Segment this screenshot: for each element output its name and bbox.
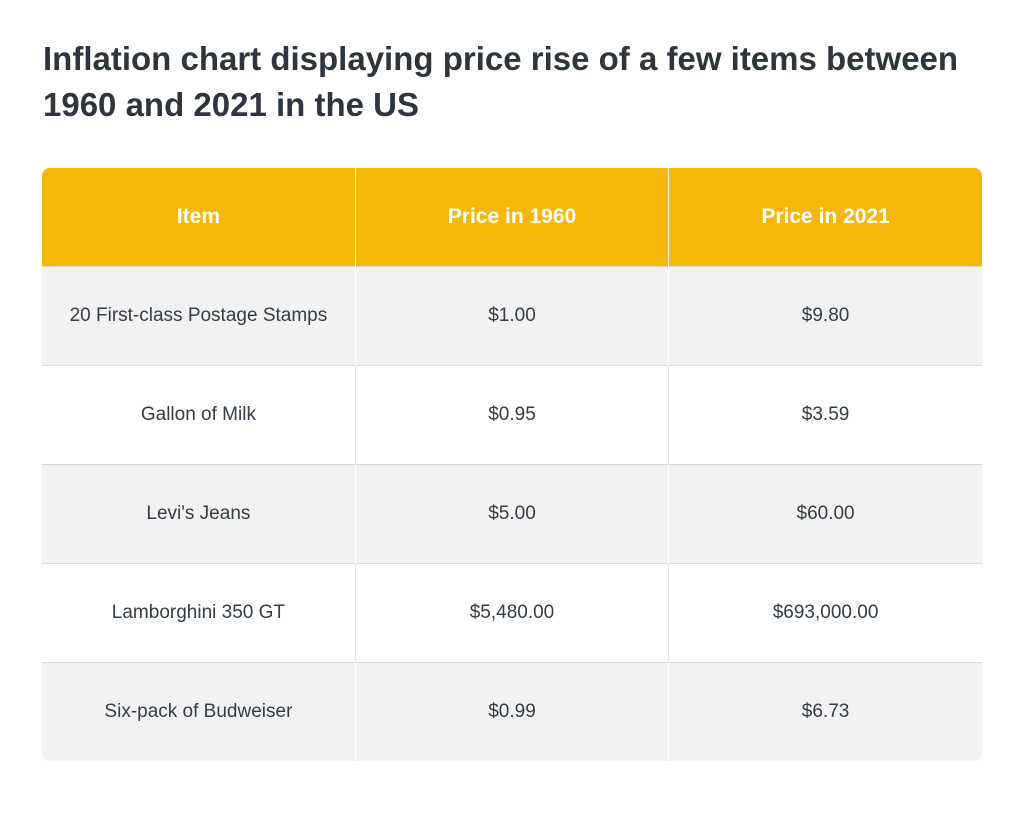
table-row: Six-pack of Budweiser $0.99 $6.73 — [42, 661, 982, 761]
cell-price-1960: $0.99 — [355, 661, 670, 761]
cell-price-2021: $6.73 — [668, 661, 982, 761]
column-header-item: Item — [42, 168, 356, 266]
cell-item: Lamborghini 350 GT — [42, 562, 356, 662]
cell-price-2021: $60.00 — [668, 463, 982, 563]
cell-price-2021: $3.59 — [668, 364, 982, 464]
cell-price-2021: $693,000.00 — [668, 562, 982, 662]
page-title: Inflation chart displaying price rise of… — [43, 40, 959, 123]
cell-item: Gallon of Milk — [42, 364, 356, 464]
table-header: Item Price in 1960 Price in 2021 — [42, 168, 982, 266]
cell-price-1960: $5.00 — [355, 463, 670, 563]
table-row: Lamborghini 350 GT $5,480.00 $693,000.00 — [42, 562, 982, 662]
cell-price-2021: $9.80 — [668, 265, 982, 365]
table-row: 20 First-class Postage Stamps $1.00 $9.8… — [42, 265, 982, 365]
price-table: Item Price in 1960 Price in 2021 20 Firs… — [42, 168, 982, 761]
column-header-price-1960: Price in 1960 — [355, 168, 670, 266]
table-row: Levi's Jeans $5.00 $60.00 — [42, 463, 982, 563]
table-header-row: Item Price in 1960 Price in 2021 — [42, 168, 982, 266]
cell-price-1960: $0.95 — [355, 364, 670, 464]
cell-item: Levi's Jeans — [42, 463, 356, 563]
cell-price-1960: $1.00 — [355, 265, 670, 365]
cell-price-1960: $5,480.00 — [355, 562, 670, 662]
cell-item: 20 First-class Postage Stamps — [42, 265, 356, 365]
table-row: Gallon of Milk $0.95 $3.59 — [42, 364, 982, 464]
table-body: 20 First-class Postage Stamps $1.00 $9.8… — [42, 265, 982, 761]
price-table-grid: Item Price in 1960 Price in 2021 20 Firs… — [42, 168, 982, 761]
column-header-price-2021: Price in 2021 — [668, 168, 982, 266]
cell-item: Six-pack of Budweiser — [42, 661, 356, 761]
